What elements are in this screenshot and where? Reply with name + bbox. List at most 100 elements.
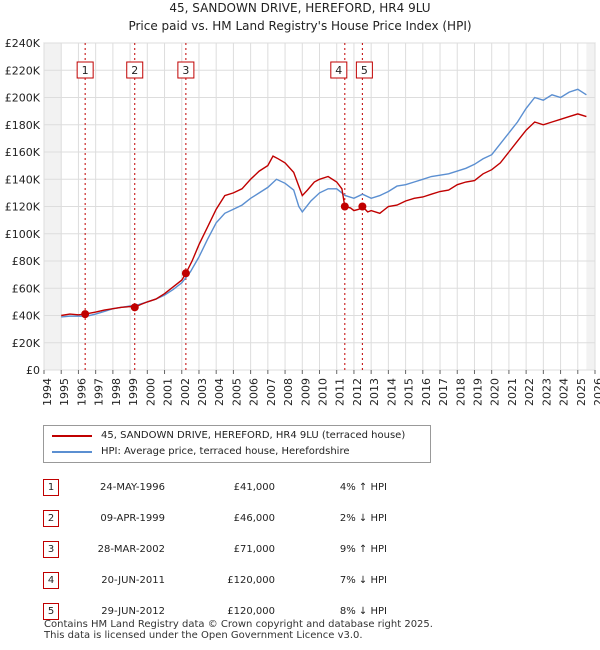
sale-number-box: 2 (126, 61, 144, 79)
sale-number-labels: 1 2 3 4 5 (76, 61, 373, 79)
x-tick-label: 1999 (127, 378, 140, 406)
y-tick-label: £100K (5, 228, 41, 241)
x-tick-label: 2001 (162, 378, 175, 406)
x-tick-label: 2026 (592, 378, 600, 406)
x-axis: 1994 1995 1996 1997 1998 1999 2000 2001 2002 2003… (41, 370, 600, 406)
sale-number: 1 (43, 479, 59, 496)
sale-hpi-diff: 8% ↓ HPI (339, 606, 387, 617)
x-tick-label: 2016 (420, 378, 433, 406)
y-axis: £0 £20K £40K £60K £80K £100K £120K £140K £160K £1… (5, 37, 41, 377)
table-row: 5 29-JUN-2012 £120,000 8% ↓ HPI (43, 596, 387, 627)
y-tick-label: £120K (5, 201, 41, 214)
sale-price: £71,000 (233, 544, 275, 555)
sale-number-box: 1 (76, 61, 94, 79)
x-tick-label: 2007 (265, 378, 278, 406)
sale-number-frame (330, 61, 348, 79)
y-tick-label: £0 (26, 364, 40, 377)
x-tick-label: 1995 (58, 378, 71, 406)
sale-number-frame (76, 61, 94, 79)
x-tick-label: 2005 (230, 378, 243, 406)
chart-title: 45, SANDOWN DRIVE, HEREFORD, HR4 9LU (169, 1, 430, 15)
legend-swatch-hpi (52, 451, 92, 453)
table-row: 4 20-JUN-2011 £120,000 7% ↓ HPI (43, 565, 387, 596)
sale-number-label: 5 (361, 64, 368, 77)
y-tick-label: £240K (5, 37, 41, 50)
sale-number: 3 (43, 541, 59, 558)
y-tick-label: £80K (12, 255, 41, 268)
sale-number: 4 (43, 572, 59, 589)
x-tick-label: 2019 (471, 378, 484, 406)
sale-point (358, 202, 367, 211)
x-tick-label: 2010 (317, 378, 330, 406)
x-tick-label: 1996 (75, 378, 88, 406)
sale-number-box: 3 (177, 61, 195, 79)
sale-price: £41,000 (233, 482, 275, 493)
table-row: 1 24-MAY-1996 £41,000 4% ↑ HPI (43, 472, 387, 503)
legend-label-hpi: HPI: Average price, terraced house, Here… (101, 446, 350, 457)
y-tick-label: £20K (12, 337, 41, 350)
x-tick-label: 2011 (334, 378, 347, 406)
series-lines (61, 88, 587, 318)
sale-hpi-diff: 9% ↑ HPI (339, 544, 387, 555)
footer-license: This data is licensed under the Open Gov… (44, 630, 363, 641)
sales-table: 1 24-MAY-1996 £41,000 4% ↑ HPI 2 09-APR-… (43, 472, 387, 627)
x-tick-label: 2000 (144, 378, 157, 406)
y-tick-label: £140K (5, 173, 41, 186)
sale-hpi-diff: 7% ↓ HPI (339, 575, 387, 586)
x-tick-label: 2021 (506, 378, 519, 406)
sale-date: 29-JUN-2012 (101, 606, 165, 617)
y-tick-label: £60K (12, 282, 41, 295)
sale-number-label: 1 (82, 64, 89, 77)
sale-number-box: 4 (330, 61, 348, 79)
sale-number-box: 5 (355, 61, 373, 79)
x-tick-label: 2015 (403, 378, 416, 406)
sale-price: £46,000 (233, 513, 275, 524)
sale-number-label: 3 (182, 64, 189, 77)
legend-label-property: 45, SANDOWN DRIVE, HEREFORD, HR4 9LU (te… (101, 430, 406, 441)
x-tick-label: 2004 (213, 378, 226, 406)
x-tick-label: 2012 (351, 378, 364, 406)
sale-hpi-diff: 4% ↑ HPI (339, 482, 387, 493)
x-tick-label: 2023 (540, 378, 553, 406)
sale-points (81, 202, 367, 319)
sale-point (130, 303, 139, 312)
footer-copyright: Contains HM Land Registry data © Crown c… (44, 619, 433, 630)
sale-price: £120,000 (227, 575, 275, 586)
sale-number: 2 (43, 510, 59, 527)
x-tick-label: 2008 (282, 378, 295, 406)
price-chart: 45, SANDOWN DRIVE, HEREFORD, HR4 9LU Pri… (5, 1, 600, 406)
sale-hpi-diff: 2% ↓ HPI (339, 513, 387, 524)
x-tick-label: 1994 (41, 378, 54, 406)
sale-number: 5 (43, 603, 59, 620)
x-tick-label: 2024 (558, 378, 571, 406)
sale-number-frame (355, 61, 373, 79)
table-row: 2 09-APR-1999 £46,000 2% ↓ HPI (43, 503, 387, 534)
x-tick-label: 2003 (196, 378, 209, 406)
property-series-line (61, 113, 587, 317)
legend-swatch-property (52, 435, 92, 437)
x-tick-label: 1997 (93, 378, 106, 406)
y-tick-label: £160K (5, 146, 41, 159)
sale-point (181, 269, 190, 278)
x-tick-label: 1998 (110, 378, 123, 406)
y-tick-label: £220K (5, 64, 41, 77)
x-tick-label: 2025 (575, 378, 588, 406)
sale-number-label: 2 (131, 64, 138, 77)
legend: 45, SANDOWN DRIVE, HEREFORD, HR4 9LU (te… (43, 425, 431, 463)
y-tick-label: £40K (12, 310, 41, 323)
sale-point (340, 202, 349, 211)
sale-number-frame (126, 61, 144, 79)
x-tick-label: 2009 (299, 378, 312, 406)
x-tick-label: 2017 (437, 378, 450, 406)
x-tick-label: 2006 (248, 378, 261, 406)
sale-number-label: 4 (335, 64, 342, 77)
sale-point (81, 310, 90, 319)
footer: Contains HM Land Registry data © Crown c… (44, 619, 433, 641)
sale-date: 20-JUN-2011 (101, 575, 165, 586)
y-tick-label: £180K (5, 119, 41, 132)
sale-date: 24-MAY-1996 (99, 482, 165, 493)
table-row: 3 28-MAR-2002 £71,000 9% ↑ HPI (43, 534, 387, 565)
y-tick-label: £200K (5, 92, 41, 105)
sale-price: £120,000 (227, 606, 275, 617)
x-tick-label: 2013 (368, 378, 381, 406)
